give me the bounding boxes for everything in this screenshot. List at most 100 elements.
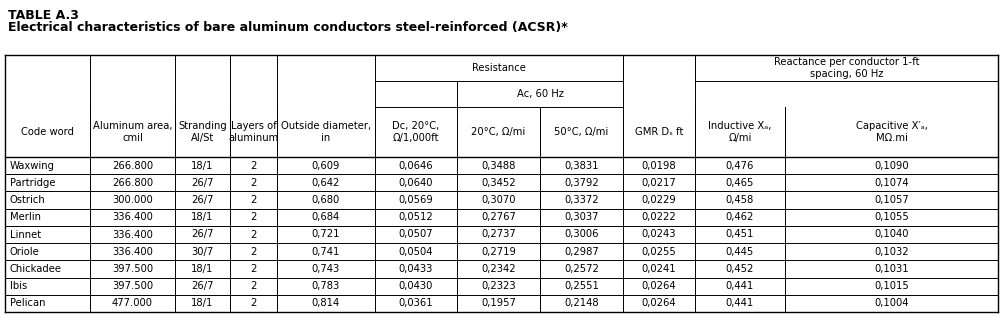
Text: 2: 2: [250, 247, 257, 257]
Text: Ostrich: Ostrich: [10, 195, 46, 205]
Text: 0,1074: 0,1074: [874, 178, 908, 188]
Text: 0,476: 0,476: [725, 161, 754, 171]
Text: 0,2148: 0,2148: [563, 298, 598, 308]
Text: 0,441: 0,441: [725, 281, 754, 291]
Text: Reactance per conductor 1-ft
spacing, 60 Hz: Reactance per conductor 1-ft spacing, 60…: [773, 57, 919, 79]
Text: 0,1057: 0,1057: [874, 195, 908, 205]
Text: Chickadee: Chickadee: [10, 264, 62, 274]
Text: 0,0243: 0,0243: [641, 230, 675, 240]
Text: 0,0504: 0,0504: [399, 247, 433, 257]
Text: 0,3488: 0,3488: [481, 161, 515, 171]
Text: 300.000: 300.000: [112, 195, 152, 205]
Text: 0,0241: 0,0241: [641, 264, 675, 274]
Text: 477.000: 477.000: [112, 298, 153, 308]
Text: 397.500: 397.500: [112, 264, 153, 274]
Text: Stranding
Al/St: Stranding Al/St: [178, 121, 226, 143]
Text: Outside diameter,
in: Outside diameter, in: [281, 121, 371, 143]
Text: Ibis: Ibis: [10, 281, 27, 291]
Text: Aluminum area,
cmil: Aluminum area, cmil: [92, 121, 172, 143]
Text: Linnet: Linnet: [10, 230, 41, 240]
Text: 26/7: 26/7: [191, 230, 213, 240]
Text: 0,2551: 0,2551: [563, 281, 598, 291]
Text: 0,2572: 0,2572: [563, 264, 598, 274]
Text: 0,1957: 0,1957: [481, 298, 515, 308]
Text: 0,0217: 0,0217: [641, 178, 675, 188]
Text: 0,0430: 0,0430: [399, 281, 433, 291]
Text: 0,0512: 0,0512: [398, 212, 433, 222]
Text: Waxwing: Waxwing: [10, 161, 55, 171]
Text: 26/7: 26/7: [191, 178, 213, 188]
Text: Code word: Code word: [21, 127, 74, 137]
Text: 266.800: 266.800: [112, 161, 153, 171]
Text: 0,2987: 0,2987: [563, 247, 598, 257]
Text: 0,0264: 0,0264: [641, 298, 675, 308]
Text: 0,2737: 0,2737: [481, 230, 515, 240]
Text: 0,741: 0,741: [312, 247, 340, 257]
Text: 18/1: 18/1: [191, 212, 213, 222]
Text: 0,2719: 0,2719: [481, 247, 515, 257]
Text: 0,0222: 0,0222: [641, 212, 675, 222]
Text: 0,814: 0,814: [312, 298, 340, 308]
Text: 30/7: 30/7: [191, 247, 213, 257]
Text: 0,3070: 0,3070: [481, 195, 515, 205]
Text: TABLE A.3: TABLE A.3: [8, 9, 79, 22]
Text: 0,1015: 0,1015: [874, 281, 908, 291]
Text: 26/7: 26/7: [191, 195, 213, 205]
Text: 0,0569: 0,0569: [398, 195, 433, 205]
Text: Electrical characteristics of bare aluminum conductors steel-reinforced (ACSR)*: Electrical characteristics of bare alumi…: [8, 21, 567, 34]
Text: 0,441: 0,441: [725, 298, 754, 308]
Text: 0,2342: 0,2342: [481, 264, 515, 274]
Text: Dc, 20°C,
Ω/1,000ft: Dc, 20°C, Ω/1,000ft: [392, 121, 439, 143]
Text: 0,452: 0,452: [725, 264, 754, 274]
Text: 0,0640: 0,0640: [399, 178, 433, 188]
Text: 0,3006: 0,3006: [564, 230, 598, 240]
Text: 0,3372: 0,3372: [563, 195, 598, 205]
Text: 0,462: 0,462: [725, 212, 754, 222]
Text: 50°C, Ω/mi: 50°C, Ω/mi: [554, 127, 608, 137]
Text: Resistance: Resistance: [472, 63, 525, 73]
Text: GMR Dₛ ft: GMR Dₛ ft: [634, 127, 682, 137]
Text: 0,609: 0,609: [312, 161, 340, 171]
Text: 266.800: 266.800: [112, 178, 153, 188]
Text: 0,783: 0,783: [312, 281, 340, 291]
Text: 336.400: 336.400: [112, 247, 152, 257]
Text: 0,1055: 0,1055: [874, 212, 908, 222]
Text: Partridge: Partridge: [10, 178, 55, 188]
Text: 18/1: 18/1: [191, 298, 213, 308]
Text: 0,3792: 0,3792: [563, 178, 598, 188]
Text: 2: 2: [250, 178, 257, 188]
Text: 18/1: 18/1: [191, 264, 213, 274]
Text: Inductive Xₐ,
Ω/mi: Inductive Xₐ, Ω/mi: [707, 121, 771, 143]
Text: 0,684: 0,684: [312, 212, 340, 222]
Text: 336.400: 336.400: [112, 230, 152, 240]
Text: 2: 2: [250, 195, 257, 205]
Text: Oriole: Oriole: [10, 247, 40, 257]
Text: 0,458: 0,458: [725, 195, 754, 205]
Text: 0,2323: 0,2323: [481, 281, 515, 291]
Text: Layers of
aluminum: Layers of aluminum: [228, 121, 279, 143]
Text: 0,1032: 0,1032: [874, 247, 908, 257]
Text: 0,1090: 0,1090: [874, 161, 908, 171]
Text: 0,3831: 0,3831: [564, 161, 598, 171]
Text: 0,1004: 0,1004: [874, 298, 908, 308]
Text: Pelican: Pelican: [10, 298, 45, 308]
Text: 336.400: 336.400: [112, 212, 152, 222]
Text: 0,0198: 0,0198: [641, 161, 675, 171]
Text: 0,0229: 0,0229: [641, 195, 675, 205]
Text: 0,0264: 0,0264: [641, 281, 675, 291]
Text: 0,0433: 0,0433: [399, 264, 433, 274]
Text: 0,465: 0,465: [725, 178, 754, 188]
Text: Merlin: Merlin: [10, 212, 41, 222]
Text: 20°C, Ω/mi: 20°C, Ω/mi: [471, 127, 525, 137]
Text: 0,642: 0,642: [312, 178, 340, 188]
Text: 2: 2: [250, 281, 257, 291]
Text: 0,680: 0,680: [312, 195, 340, 205]
Text: 0,721: 0,721: [312, 230, 340, 240]
Text: 0,0507: 0,0507: [398, 230, 433, 240]
Text: 0,3037: 0,3037: [564, 212, 598, 222]
Text: 397.500: 397.500: [112, 281, 153, 291]
Text: 0,1040: 0,1040: [874, 230, 908, 240]
Text: 2: 2: [250, 161, 257, 171]
Text: 0,0255: 0,0255: [641, 247, 675, 257]
Text: Ac, 60 Hz: Ac, 60 Hz: [516, 89, 563, 99]
